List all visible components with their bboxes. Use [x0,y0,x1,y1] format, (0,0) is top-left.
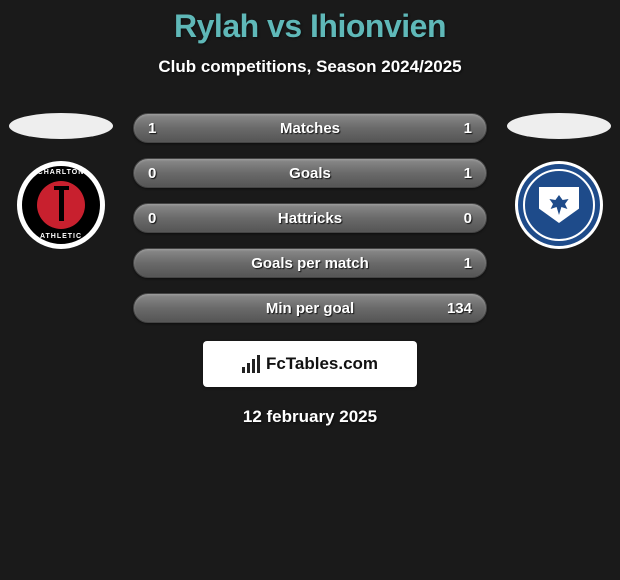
stat-right-value: 1 [442,120,472,137]
title: Rylah vs Ihionvien [0,8,620,45]
left-side: CHARLTON ATHLETIC [7,113,115,249]
stat-row-goals-per-match: Goals per match 1 [133,248,487,278]
left-ellipse [9,113,113,139]
watermark-text: FcTables.com [266,354,378,374]
stat-right-value: 1 [442,165,472,182]
watermark-badge: FcTables.com [203,341,417,387]
stat-row-goals: 0 Goals 1 [133,158,487,188]
stat-left-value: 0 [148,210,178,227]
stat-left-value: 1 [148,120,178,137]
crest-right-ring [523,169,595,241]
main-row: CHARLTON ATHLETIC 1 Matches 1 0 Goals 1 … [0,113,620,323]
stat-right-value: 0 [442,210,472,227]
player2-name: Ihionvien [310,8,446,44]
stat-left-value: 0 [148,165,178,182]
stat-right-value: 1 [442,255,472,272]
right-club-crest [515,161,603,249]
stat-label: Matches [280,120,340,137]
crest-left-top-text: CHARLTON [38,169,85,176]
crest-left-inner [37,181,85,229]
stat-right-value: 134 [442,300,472,317]
deer-icon [547,195,571,215]
stat-label: Min per goal [266,300,354,317]
comparison-card: Rylah vs Ihionvien Club competitions, Se… [0,0,620,427]
right-ellipse [507,113,611,139]
stat-label: Hattricks [278,210,342,227]
vs-label: vs [267,8,302,44]
right-side [505,113,613,249]
stat-row-min-per-goal: Min per goal 134 [133,293,487,323]
crest-right-shield [539,187,579,223]
player1-name: Rylah [174,8,259,44]
date-label: 12 february 2025 [0,407,620,427]
stat-label: Goals [289,165,331,182]
left-club-crest: CHARLTON ATHLETIC [17,161,105,249]
stat-label: Goals per match [251,255,369,272]
stats-column: 1 Matches 1 0 Goals 1 0 Hattricks 0 Goal… [133,113,487,323]
stat-row-matches: 1 Matches 1 [133,113,487,143]
bars-icon [242,355,260,373]
crest-left-bottom-text: ATHLETIC [40,233,82,240]
sword-icon [59,189,64,221]
subtitle: Club competitions, Season 2024/2025 [0,57,620,77]
stat-row-hattricks: 0 Hattricks 0 [133,203,487,233]
